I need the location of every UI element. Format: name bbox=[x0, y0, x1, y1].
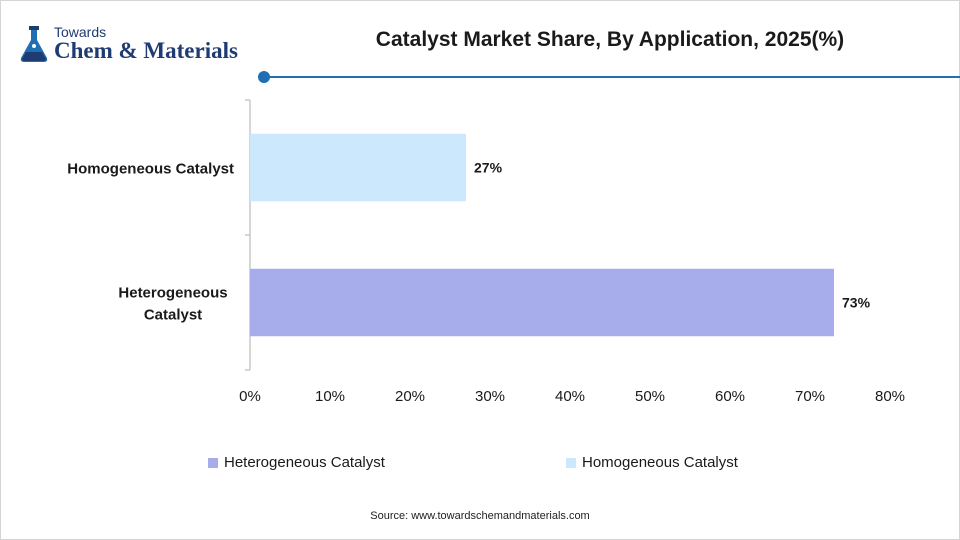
legend-label-homogeneous: Homogeneous Catalyst bbox=[582, 454, 738, 471]
x-tick-label: 50% bbox=[635, 388, 665, 405]
x-tick-label: 80% bbox=[875, 388, 905, 405]
legend-swatch-heterogeneous bbox=[208, 457, 218, 468]
bar-value-label: 73% bbox=[842, 295, 871, 311]
x-tick-label: 10% bbox=[315, 388, 345, 405]
legend-label-heterogeneous: Heterogeneous Catalyst bbox=[224, 454, 385, 471]
x-tick-label: 60% bbox=[715, 388, 745, 405]
chart-title: Catalyst Market Share, By Application, 2… bbox=[375, 28, 845, 51]
x-tick-label: 30% bbox=[475, 388, 505, 405]
brand-logo: Towards Chem & Materials bbox=[18, 22, 258, 70]
title-rule bbox=[264, 76, 960, 78]
legend: Heterogeneous Catalyst Homogeneous Catal… bbox=[0, 454, 960, 474]
legend-item-heterogeneous: Heterogeneous Catalyst bbox=[208, 454, 385, 471]
category-label: Heterogeneous Catalyst bbox=[118, 285, 227, 324]
flask-icon bbox=[20, 26, 48, 62]
x-tick-label: 40% bbox=[555, 388, 585, 405]
bar-value-label: 27% bbox=[474, 160, 503, 176]
legend-swatch-homogeneous bbox=[566, 457, 576, 468]
legend-item-homogeneous: Homogeneous Catalyst bbox=[566, 454, 738, 471]
bar-homogeneous bbox=[250, 133, 466, 202]
bar-heterogeneous bbox=[250, 268, 834, 337]
x-tick-label: 0% bbox=[239, 388, 261, 405]
brand-name: Chem & Materials bbox=[54, 38, 238, 63]
category-label: Homogeneous Catalyst bbox=[67, 161, 234, 178]
brand-small-text: Towards bbox=[54, 24, 107, 40]
x-tick-label: 70% bbox=[795, 388, 825, 405]
x-tick-label: 20% bbox=[395, 388, 425, 405]
source-note: Source: www.towardschemandmaterials.com bbox=[370, 510, 590, 522]
